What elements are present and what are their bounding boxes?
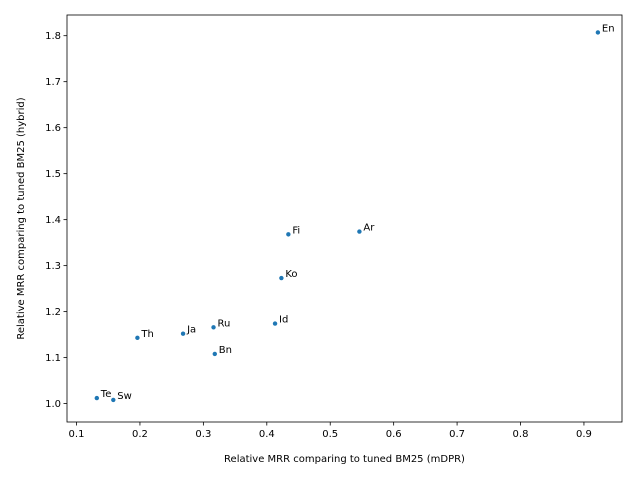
y-tick-label: 1.0 bbox=[45, 399, 61, 410]
y-tick-label: 1.5 bbox=[45, 169, 61, 180]
point-label: Sw bbox=[117, 391, 132, 402]
x-tick-label: 0.1 bbox=[69, 429, 85, 440]
point-label: Ja bbox=[186, 325, 196, 336]
y-tick-label: 1.8 bbox=[45, 31, 61, 42]
data-point bbox=[272, 321, 278, 326]
data-point bbox=[286, 232, 291, 237]
x-tick-label: 0.6 bbox=[386, 429, 402, 440]
x-axis-title: Relative MRR comparing to tuned BM25 (mD… bbox=[224, 454, 465, 465]
plot-axes: 0.1 0.2 0.3 0.4 0.5 0.6 0.7 0.8 0.9 1.0 1.1 1.2 1.3 1… bbox=[45, 14, 623, 440]
point-label: Ar bbox=[363, 223, 375, 234]
x-tick-label: 0.7 bbox=[449, 429, 465, 440]
y-tick-label: 1.7 bbox=[45, 77, 61, 88]
point-label: Bn bbox=[219, 345, 232, 356]
data-point bbox=[212, 351, 217, 357]
point-label: Ru bbox=[218, 318, 231, 329]
data-point bbox=[211, 325, 216, 330]
y-tick-label: 1.3 bbox=[45, 261, 61, 272]
x-tick-label: 0.2 bbox=[132, 429, 148, 440]
point-label: Fi bbox=[292, 225, 300, 236]
y-axis-title: Relative MRR comparing to tuned BM25 (hy… bbox=[16, 97, 27, 339]
point-label: Id bbox=[279, 315, 288, 326]
y-tick-label: 1.4 bbox=[45, 215, 61, 226]
data-point bbox=[279, 275, 284, 281]
y-tick-label: 1.1 bbox=[45, 353, 61, 364]
point-label: En bbox=[602, 23, 615, 34]
plot-marks: En Ar Fi Ko Id Ru Ja Th Bn Te Sw bbox=[94, 23, 615, 403]
x-tick-label: 0.5 bbox=[322, 429, 338, 440]
data-point bbox=[94, 395, 100, 401]
data-point bbox=[595, 30, 601, 35]
x-tick-label: 0.3 bbox=[195, 429, 211, 440]
point-label: Ko bbox=[285, 269, 297, 280]
data-point bbox=[357, 229, 362, 234]
y-tick-label: 1.2 bbox=[45, 307, 61, 318]
x-tick-label: 0.9 bbox=[576, 429, 592, 440]
data-point bbox=[180, 331, 186, 336]
x-tick-label: 0.8 bbox=[513, 429, 529, 440]
data-point bbox=[135, 335, 140, 341]
plot-frame bbox=[66, 14, 623, 423]
point-label: Te bbox=[100, 389, 112, 400]
point-label: Th bbox=[140, 329, 153, 340]
y-tick-label: 1.6 bbox=[45, 123, 61, 134]
x-tick-label: 0.4 bbox=[259, 429, 275, 440]
data-point bbox=[111, 397, 116, 403]
